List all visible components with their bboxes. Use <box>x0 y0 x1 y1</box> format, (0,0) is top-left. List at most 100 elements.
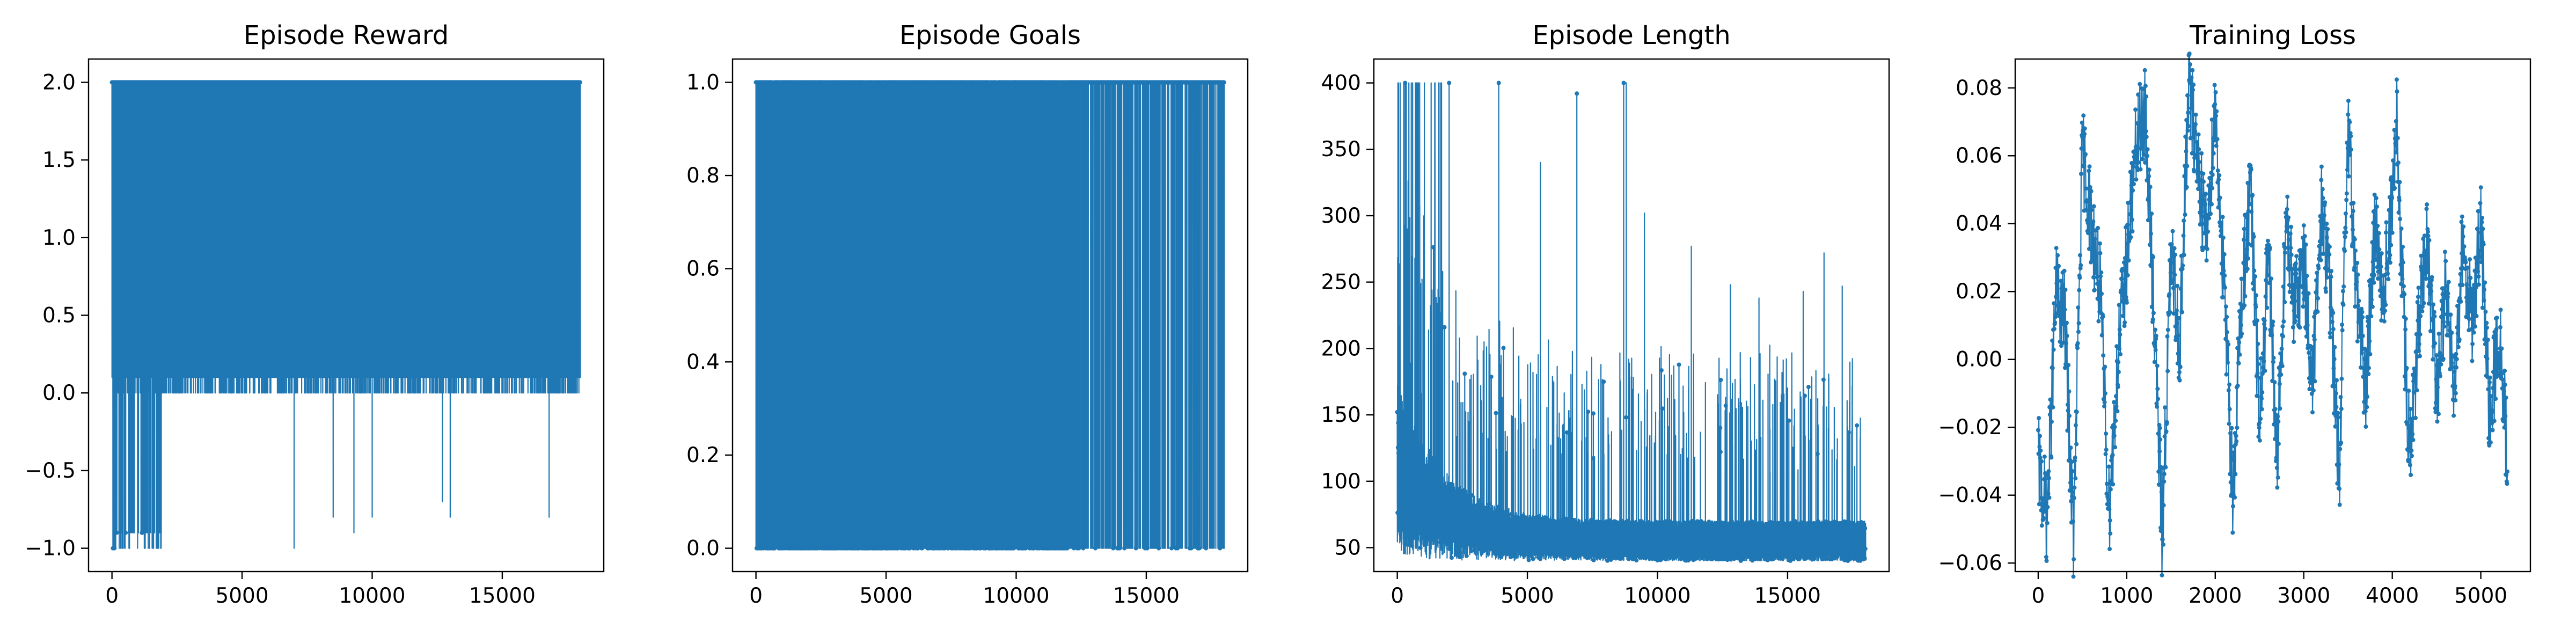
data-point <box>2042 477 2047 481</box>
data-point <box>1687 527 1692 532</box>
data-point <box>2125 273 2130 277</box>
data-point <box>2046 469 2051 474</box>
data-point <box>1469 493 1474 497</box>
data-point <box>2115 409 2120 414</box>
data-point <box>2050 365 2055 370</box>
data-point <box>2144 135 2149 139</box>
data-point <box>2126 258 2131 263</box>
data-point <box>2147 167 2151 172</box>
data-point <box>1525 544 1530 549</box>
data-point <box>1684 528 1688 532</box>
chart-title: Episode Goals <box>899 20 1081 50</box>
data-point <box>1827 557 1832 561</box>
data-point <box>1575 91 1579 96</box>
y-tick-label: 0.6 <box>686 257 720 281</box>
data-point <box>2107 507 2112 511</box>
data-point <box>1643 521 1647 526</box>
data-point <box>1445 498 1450 503</box>
data-point <box>2172 273 2177 277</box>
data-point <box>1421 453 1425 458</box>
data-point <box>2103 452 2108 457</box>
data-point <box>1458 555 1462 560</box>
data-point <box>1452 513 1456 517</box>
data-point <box>1435 470 1440 474</box>
data-point <box>2163 465 2168 470</box>
data-point <box>2158 529 2163 533</box>
data-point <box>1824 523 1829 528</box>
data-point <box>1438 540 1443 545</box>
data-point <box>2079 146 2084 151</box>
data-point <box>1728 528 1733 532</box>
data-point <box>1803 547 1807 551</box>
data-point <box>2140 143 2145 148</box>
data-point <box>1725 553 1730 558</box>
data-point <box>2107 518 2112 523</box>
data-point <box>2110 452 2115 457</box>
data-point <box>2048 397 2053 402</box>
data-point <box>1633 531 1638 536</box>
data-point <box>1588 540 1593 545</box>
data-point <box>1403 442 1408 447</box>
data-point <box>1408 506 1413 511</box>
data-point <box>1404 492 1409 496</box>
data-point <box>1612 535 1617 539</box>
data-point <box>1434 509 1439 514</box>
data-point <box>1523 531 1528 536</box>
data-point <box>1626 518 1630 523</box>
data-point <box>1794 527 1798 532</box>
data-point <box>2121 283 2126 288</box>
data-point <box>1741 554 1746 559</box>
data-point <box>1598 537 1602 542</box>
data-point <box>2138 82 2142 86</box>
data-point <box>2142 68 2147 72</box>
data-point <box>2057 314 2062 319</box>
data-point <box>2123 320 2127 325</box>
data-point <box>2104 448 2109 452</box>
data-point <box>2054 246 2059 251</box>
data-point <box>2054 281 2059 286</box>
data-point <box>2044 555 2048 559</box>
data-point <box>2108 487 2113 492</box>
data-point <box>1418 545 1423 550</box>
data-point <box>2156 431 2161 436</box>
data-point <box>1677 362 1681 367</box>
data-point <box>1460 497 1465 502</box>
data-point <box>1720 557 1725 561</box>
data-point <box>1688 536 1693 540</box>
data-point <box>1582 530 1587 535</box>
data-point <box>2074 409 2079 414</box>
data-point <box>2050 338 2055 343</box>
data-point <box>1475 502 1480 507</box>
data-point <box>2044 499 2048 504</box>
data-point <box>2080 120 2084 125</box>
data-point <box>1548 530 1553 535</box>
data-point <box>1732 548 1737 553</box>
data-point <box>2150 317 2155 322</box>
data-point <box>2071 574 2076 579</box>
data-point <box>1411 523 1416 528</box>
y-tick-label: −1.0 <box>25 537 76 561</box>
data-point <box>1407 477 1412 481</box>
data-point <box>2153 344 2157 349</box>
data-point <box>1821 556 1826 561</box>
x-tick-label: 10000 <box>983 584 1049 608</box>
data-point <box>1491 513 1496 518</box>
data-point <box>1787 418 1791 423</box>
data-point <box>2062 307 2067 312</box>
data-point <box>2070 490 2075 495</box>
data-point <box>1410 455 1415 459</box>
data-point <box>1081 546 1086 551</box>
data-point <box>1607 531 1612 536</box>
data-point <box>1568 551 1572 556</box>
data-point <box>2093 270 2098 275</box>
data-point <box>2161 503 2166 508</box>
data-point <box>2172 252 2177 257</box>
data-point <box>2117 327 2122 332</box>
data-point <box>2049 455 2054 460</box>
data-point <box>1426 485 1431 490</box>
data-point <box>2175 308 2179 313</box>
data-point <box>1709 520 1714 525</box>
data-point <box>2103 391 2107 396</box>
data-point <box>2060 297 2065 302</box>
